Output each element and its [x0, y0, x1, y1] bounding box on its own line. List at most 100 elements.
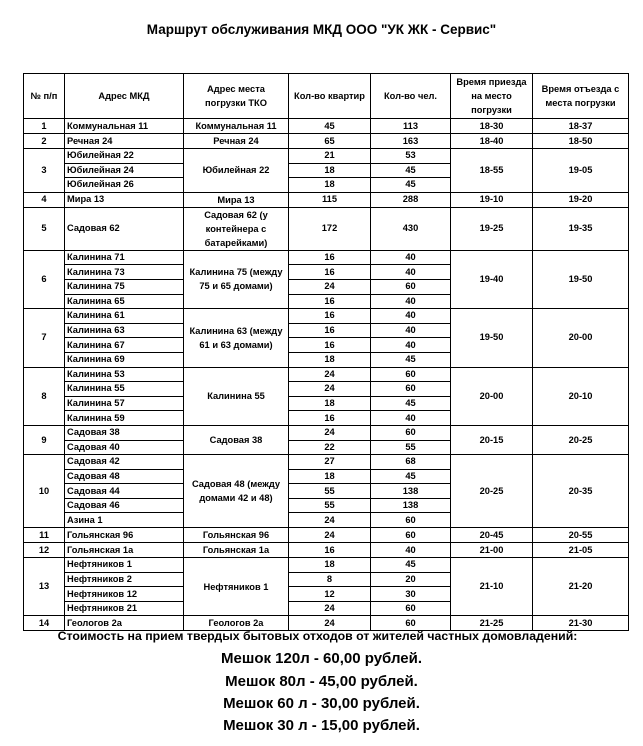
arrival-time: 20-45	[450, 527, 533, 544]
table-row: Калинина 73 16 40	[24, 264, 629, 280]
flats-count: 12	[288, 586, 371, 602]
departure-time: 20-25	[532, 424, 629, 456]
table-row: 1 Коммунальная 11 Коммунальная 11 45 113 18-3…	[23, 118, 629, 134]
flats-count: 24	[288, 615, 371, 632]
arrival-time: 19-40	[450, 249, 533, 310]
price-line: Мешок 120л - 60,00 рублей.	[220, 650, 423, 667]
flats-count: 24	[288, 366, 371, 383]
header-address: Адрес МКД	[64, 73, 184, 119]
table-row: 3 Юбилейная 22 Юбилейная 22 21 53 18-55 19-05	[23, 148, 629, 193]
table-row: 4 Мира 13 Мира 13 115 288 19-10 19-20	[23, 191, 629, 208]
house-address: Юбилейная 22	[64, 148, 184, 164]
table-row: Азина 1 24 60	[24, 512, 629, 529]
table-row: Садовая 40 22 55	[24, 439, 629, 456]
flats-count: 16	[288, 337, 371, 353]
house-address: Калинина 71	[64, 249, 184, 266]
table-row: 7 Калинина 61 Калинина 63 (между 61 и 63 д…	[23, 308, 629, 368]
departure-time: 18-37	[532, 118, 629, 134]
price-note: Стоимость на прием твердых бытовых отход…	[57, 629, 578, 643]
house-address: Садовая 38	[64, 424, 184, 441]
people-count: 40	[370, 308, 451, 324]
flats-count: 24	[288, 381, 371, 397]
departure-time: 18-50	[532, 133, 629, 149]
loading-site: Коммунальная 11	[183, 118, 289, 134]
arrival-time: 18-30	[450, 118, 533, 134]
people-count: 60	[370, 366, 451, 383]
arrival-time: 19-50	[450, 308, 533, 368]
house-address: Калинина 59	[64, 410, 184, 426]
table-row: Калинина 57 18 45	[24, 395, 629, 412]
house-address: Гольянская 1а	[64, 542, 184, 559]
house-address: Юбилейная 24	[64, 162, 184, 179]
flats-count: 18	[288, 177, 371, 193]
flats-count: 16	[288, 249, 371, 266]
table-row: Калинина 69 18 45	[24, 351, 629, 368]
table-row: 8 Калинина 53 Калинина 55 24 60 20-00 20-10	[23, 366, 629, 426]
table-body: 1 Коммунальная 11 Коммунальная 11 45 113 18-3…	[23, 118, 629, 632]
people-count: 20	[370, 571, 451, 588]
flats-count: 115	[288, 191, 371, 208]
loading-site: Речная 24	[183, 133, 289, 149]
departure-time: 21-30	[532, 615, 629, 632]
house-address: Коммунальная 11	[64, 118, 184, 134]
flats-count: 24	[288, 600, 371, 617]
loading-site: Нефтяников 1	[183, 557, 289, 617]
header-num: № п/п	[23, 73, 65, 119]
flats-count: 18	[288, 351, 371, 368]
table-row: 6 Калинина 71 Калинина 75 (между 75 и 65 д…	[23, 249, 629, 310]
flats-count: 16	[288, 410, 371, 426]
people-count: 45	[370, 177, 451, 193]
people-count: 60	[370, 512, 451, 529]
row-number: 12	[23, 542, 65, 559]
people-count: 40	[370, 337, 451, 353]
house-address: Нефтяников 21	[64, 600, 184, 617]
row-number: 5	[23, 206, 65, 251]
house-address: Калинина 75	[64, 278, 184, 295]
people-count: 138	[370, 497, 451, 514]
flats-count: 55	[288, 483, 371, 499]
flats-count: 18	[288, 162, 371, 179]
table-row: 10 Садовая 42 Садовая 48 (между домами 42 …	[23, 454, 629, 529]
departure-time: 20-55	[532, 527, 629, 544]
house-address: Калинина 55	[64, 381, 184, 397]
people-count: 60	[370, 424, 451, 441]
header-arrive: Время приезда на место погрузки	[450, 73, 533, 119]
arrival-time: 18-55	[450, 148, 533, 193]
people-count: 45	[370, 351, 451, 368]
flats-count: 16	[288, 542, 371, 559]
departure-time: 19-35	[532, 206, 629, 251]
people-count: 40	[370, 410, 451, 426]
flats-count: 55	[288, 497, 371, 514]
house-address: Садовая 62	[64, 206, 184, 251]
house-address: Калинина 69	[64, 351, 184, 368]
row-number: 11	[23, 527, 65, 544]
house-address: Нефтяников 12	[64, 586, 184, 602]
people-count: 45	[370, 395, 451, 412]
loading-site: Садовая 62 (у контейнера с батарейками)	[183, 206, 289, 251]
people-count: 288	[370, 191, 451, 208]
table-row: 14 Геологов 2а Геологов 2а 24 60 21-25 21-30	[23, 615, 629, 632]
table-row: 11 Гольянская 96 Гольянская 96 24 60 20-45 20-…	[23, 527, 629, 544]
house-address: Садовая 48	[64, 468, 184, 485]
people-count: 68	[370, 454, 451, 470]
arrival-time: 20-00	[450, 366, 533, 426]
people-count: 55	[370, 439, 451, 456]
table-header-row: № п/п Адрес МКД Адрес места погрузки ТКО…	[23, 73, 629, 119]
flats-count: 27	[288, 454, 371, 470]
people-count: 40	[370, 293, 451, 310]
house-address: Садовая 46	[64, 497, 184, 514]
people-count: 60	[370, 600, 451, 617]
flats-count: 24	[288, 424, 371, 441]
arrival-time: 20-15	[450, 424, 533, 456]
flats-count: 24	[288, 278, 371, 295]
row-number: 8	[23, 366, 65, 426]
departure-time: 21-20	[532, 557, 629, 617]
departure-time: 20-00	[532, 308, 629, 368]
flats-count: 24	[288, 512, 371, 529]
departure-time: 21-05	[532, 542, 629, 559]
row-number: 3	[23, 148, 65, 193]
departure-time: 19-20	[532, 191, 629, 208]
row-number: 1	[23, 118, 65, 134]
flats-count: 8	[288, 571, 371, 588]
header-depart: Время отъезда с места погрузки	[532, 73, 629, 119]
